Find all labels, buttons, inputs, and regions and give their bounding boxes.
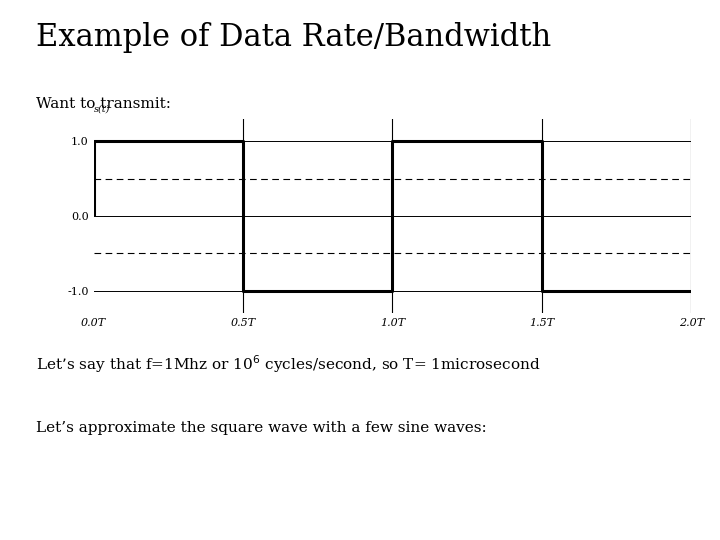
Text: Let’s say that f=1Mhz or 10$^6$ cycles/second, so T= 1microsecond: Let’s say that f=1Mhz or 10$^6$ cycles/s… — [36, 354, 541, 375]
Text: Example of Data Rate/Bandwidth: Example of Data Rate/Bandwidth — [36, 22, 552, 52]
Text: Want to transmit:: Want to transmit: — [36, 97, 171, 111]
Text: Let’s approximate the square wave with a few sine waves:: Let’s approximate the square wave with a… — [36, 421, 487, 435]
Text: s(t): s(t) — [94, 104, 110, 113]
